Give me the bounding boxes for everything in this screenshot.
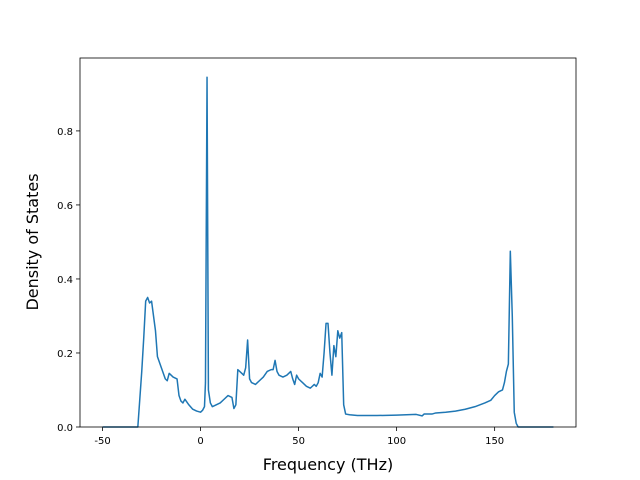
- x-tick-label: 100: [387, 436, 406, 447]
- y-tick-label: 0.0: [57, 423, 73, 434]
- y-tick-label: 0.2: [57, 349, 73, 360]
- y-axis-label: Density of States: [23, 173, 42, 310]
- x-tick-label: 0: [197, 436, 203, 447]
- y-tick-label: 0.6: [57, 201, 73, 212]
- x-axis-label: Frequency (THz): [263, 455, 393, 474]
- plot-frame: [79, 57, 577, 428]
- y-tick-label: 0.8: [57, 127, 73, 138]
- x-tick-label: 150: [485, 436, 504, 447]
- y-tick-label: 0.4: [57, 275, 73, 286]
- x-tick-label: 50: [292, 436, 305, 447]
- x-tick-label: -50: [94, 436, 110, 447]
- line-series: [102, 76, 554, 428]
